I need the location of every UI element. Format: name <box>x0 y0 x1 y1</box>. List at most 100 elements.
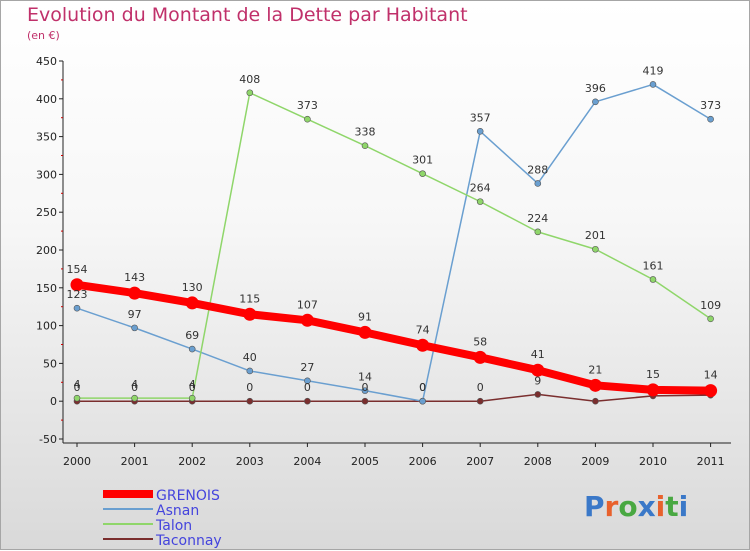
series-line-talon <box>76 92 712 399</box>
data-label: 0 <box>362 381 369 394</box>
y-tick-label: 400 <box>36 93 57 106</box>
x-tick-label: 2009 <box>581 455 609 468</box>
legend-label-asnan: Asnan <box>156 503 199 519</box>
data-label: 161 <box>643 259 664 272</box>
data-point <box>188 394 196 402</box>
data-label: 123 <box>67 288 88 301</box>
data-point <box>476 198 484 205</box>
series-line-asnan <box>76 83 712 402</box>
y-tick-label: 350 <box>36 131 57 144</box>
data-point <box>243 307 257 321</box>
logo-letter: o <box>618 490 638 523</box>
x-tick-label: 2010 <box>639 455 667 468</box>
data-label: 419 <box>643 64 664 77</box>
y-tick-label: 450 <box>36 55 57 68</box>
data-point <box>707 315 714 323</box>
data-label: 4 <box>189 378 196 391</box>
data-point <box>416 338 430 352</box>
data-point <box>534 391 542 398</box>
data-label: 69 <box>185 329 199 342</box>
data-label: 109 <box>700 299 721 312</box>
data-point <box>649 81 657 88</box>
data-label: 4 <box>131 378 138 391</box>
x-tick-label: 2003 <box>236 455 264 468</box>
series-line-grenois <box>73 280 715 395</box>
logo-letter: i <box>678 490 689 523</box>
data-point <box>131 324 138 332</box>
data-label: 115 <box>239 292 260 305</box>
data-label: 107 <box>297 298 318 311</box>
data-point <box>73 394 81 402</box>
logo-letter: t <box>665 490 679 523</box>
data-point <box>304 115 311 123</box>
data-label: 0 <box>246 381 253 394</box>
data-point <box>128 286 142 300</box>
x-tick-label: 2007 <box>466 455 494 468</box>
data-point <box>358 325 372 339</box>
x-tick-label: 2001 <box>121 455 149 468</box>
data-label: 338 <box>355 126 376 139</box>
data-label: 27 <box>300 361 314 374</box>
proxiti-logo: Proxiti <box>584 490 688 523</box>
data-point <box>704 384 718 398</box>
data-label: 0 <box>419 381 426 394</box>
data-label: 0 <box>189 381 196 394</box>
data-label: 396 <box>585 82 606 95</box>
y-tick-label: 150 <box>36 282 57 295</box>
data-point <box>300 313 314 327</box>
data-label: 74 <box>416 323 430 336</box>
data-label: 15 <box>646 368 660 381</box>
data-label: 143 <box>124 271 145 284</box>
data-point <box>588 378 602 392</box>
data-label: 97 <box>128 308 142 321</box>
logo-letter: x <box>637 490 656 523</box>
data-point <box>246 397 254 405</box>
y-tick-label: -50 <box>39 433 57 446</box>
data-label: 21 <box>588 363 602 376</box>
data-point <box>304 377 311 385</box>
chart-title: Evolution du Montant de la Dette par Hab… <box>27 4 468 26</box>
data-point <box>73 304 81 312</box>
data-label: 357 <box>470 111 491 124</box>
data-label: 14 <box>704 369 718 382</box>
data-label: 58 <box>473 335 487 348</box>
data-label: 288 <box>527 163 548 176</box>
data-label: 301 <box>412 154 433 167</box>
data-point <box>246 89 254 97</box>
data-label: 91 <box>358 310 372 323</box>
data-label: 0 <box>419 381 426 394</box>
x-tick-label: 2000 <box>63 455 91 468</box>
x-tick-label: 2005 <box>351 455 379 468</box>
logo-letter: i <box>655 490 666 523</box>
data-point <box>592 245 599 253</box>
data-point <box>188 345 196 353</box>
data-point <box>131 394 138 402</box>
data-point <box>534 228 542 236</box>
series-line-taconnay <box>76 393 712 402</box>
data-point <box>473 350 487 364</box>
data-point <box>646 383 660 397</box>
data-label: 9 <box>534 374 541 387</box>
legend-label-talon: Talon <box>155 518 192 534</box>
data-label: 224 <box>527 212 548 225</box>
data-label: 40 <box>243 351 257 364</box>
data-label: 0 <box>477 381 484 394</box>
data-label: 201 <box>585 229 606 242</box>
x-tick-label: 2002 <box>178 455 206 468</box>
y-tick-label: 200 <box>36 244 57 257</box>
data-label: 130 <box>182 281 203 294</box>
chart-unit-label: (en €) <box>27 29 60 42</box>
data-point <box>361 142 369 149</box>
data-label: 373 <box>297 99 318 112</box>
data-point <box>361 387 369 394</box>
data-point <box>185 296 199 310</box>
data-point <box>419 170 426 177</box>
data-point <box>361 397 369 405</box>
data-point <box>707 115 714 123</box>
data-point <box>531 363 545 377</box>
x-tick-label: 2008 <box>524 455 552 468</box>
data-label: 0 <box>304 381 311 394</box>
y-tick-label: 250 <box>36 206 57 219</box>
